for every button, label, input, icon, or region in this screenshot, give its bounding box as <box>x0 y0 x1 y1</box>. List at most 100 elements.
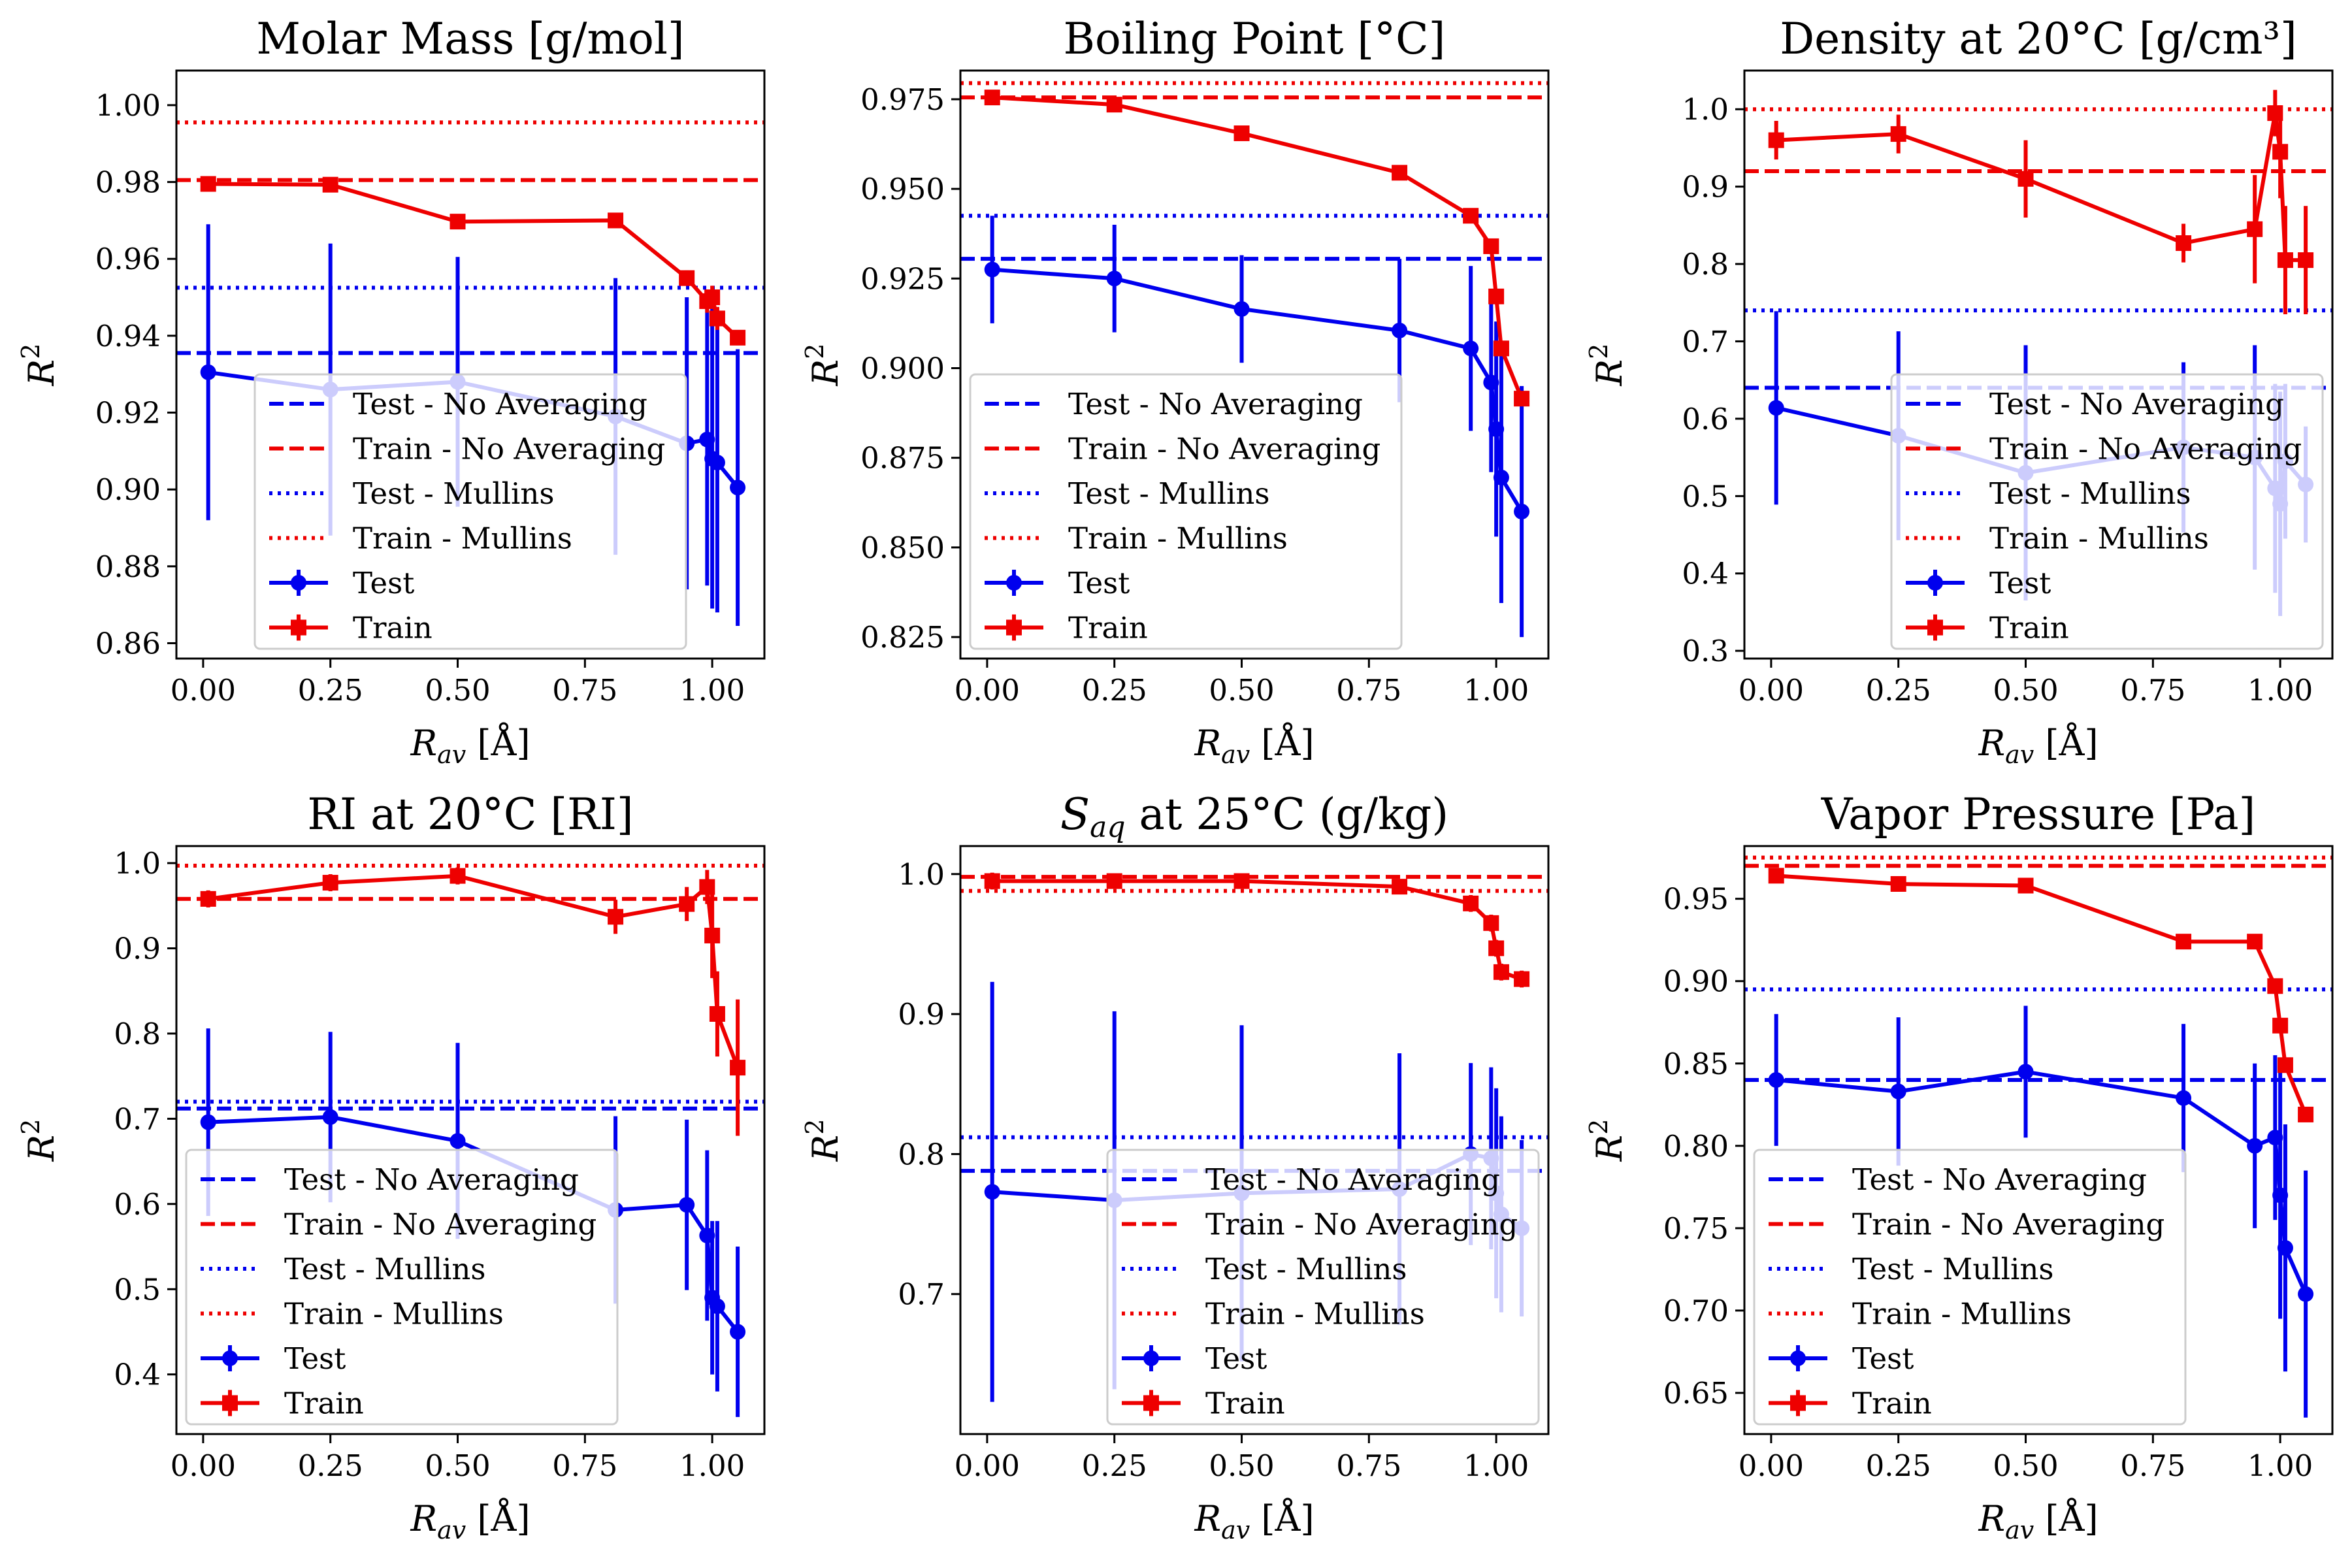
legend-label: Train - Mullins <box>1205 1297 1425 1331</box>
train-series <box>984 90 1530 407</box>
x-tick-label: 0.75 <box>2120 1448 2185 1483</box>
legend: Test - No Averaging Train - No Averaging T… <box>1890 373 2324 650</box>
subplot-4: RI at 20°C [RI] 0.00 0.25 0.50 0.75 1.00 0.4 0.… <box>16 789 766 1544</box>
legend-label: Test - No Averaging <box>353 387 647 421</box>
x-tick-label: 1.00 <box>679 1448 745 1483</box>
y-tick-label: 0.875 <box>860 441 945 476</box>
train-point <box>709 1005 725 1022</box>
test-point <box>2298 1286 2314 1302</box>
train-point <box>2017 171 2034 187</box>
x-label-subscript: av <box>1221 740 1250 769</box>
legend-label: Train - Mullins <box>284 1297 504 1331</box>
train-point <box>2277 252 2293 269</box>
train-point <box>200 890 216 907</box>
test-point <box>1890 1083 1906 1100</box>
y-tick-label: 0.975 <box>860 82 945 117</box>
train-point <box>2272 1017 2289 1034</box>
train-point <box>1768 868 1784 884</box>
train-point <box>2277 1057 2293 1073</box>
train-series <box>1768 90 2314 315</box>
y-tick-label: 0.7 <box>898 1277 945 1312</box>
x-label-unit: [Å] <box>2034 1497 2098 1539</box>
legend-box <box>253 373 687 650</box>
y-axis-label: R2 <box>800 344 846 387</box>
train-point <box>608 212 624 229</box>
train-point <box>2298 252 2314 269</box>
subplot-5: Saq at 25°C (g/kg) 0.00 0.25 0.50 0.75 1.00 0.… <box>800 789 1550 1544</box>
legend-label: Train - No Averaging <box>1989 432 2302 466</box>
y-label-symbol: R <box>21 1135 62 1162</box>
train-point <box>1233 125 1250 142</box>
y-tick-label: 1.0 <box>114 846 161 881</box>
y-axis-label: R2 <box>16 1119 62 1162</box>
legend-swatch-marker <box>1927 575 1943 591</box>
legend-swatch-marker <box>1790 1395 1806 1411</box>
train-point <box>679 896 695 912</box>
legend: Test - No Averaging Train - No Averaging T… <box>1106 1149 1540 1426</box>
train-series <box>200 867 746 1136</box>
legend-label: Test <box>1068 566 1130 600</box>
train-point <box>449 868 466 884</box>
test-point <box>1768 400 1784 416</box>
y-tick-label: 0.65 <box>1663 1376 1729 1411</box>
x-tick-label: 1.00 <box>1463 1448 1529 1483</box>
x-tick-label: 1.00 <box>2247 673 2313 708</box>
train-point <box>2267 978 2283 994</box>
legend: Test - No Averaging Train - No Averaging T… <box>185 1149 619 1426</box>
legend-label: Test - Mullins <box>353 476 554 511</box>
x-label-symbol: R <box>1194 723 1221 764</box>
train-point <box>322 176 338 193</box>
x-tick-label: 0.25 <box>1082 673 1147 708</box>
y-tick-label: 0.85 <box>1663 1047 1729 1081</box>
legend-box <box>1753 1149 2187 1426</box>
x-label-symbol: R <box>1978 1498 2005 1539</box>
x-axis-label: Rav [Å] <box>410 1497 530 1544</box>
train-point <box>2176 235 2192 252</box>
x-label-unit: [Å] <box>1250 721 1314 764</box>
test-point <box>984 261 1000 278</box>
test-point <box>1233 301 1250 317</box>
y-tick-label: 0.5 <box>114 1272 161 1307</box>
test-point <box>2247 1137 2263 1154</box>
title-symbol: S <box>1060 789 1090 840</box>
y-tick-label: 1.0 <box>898 857 945 892</box>
x-axis-label: Rav [Å] <box>1194 1497 1314 1544</box>
y-tick-label: 0.8 <box>114 1017 161 1051</box>
x-tick-label: 0.25 <box>1866 673 1931 708</box>
subplot-6: Vapor Pressure [Pa] 0.00 0.25 0.50 0.75 1.00 0… <box>1584 789 2334 1544</box>
x-label-unit: [Å] <box>466 721 530 764</box>
subplot-title: Saq at 25°C (g/kg) <box>1060 789 1448 844</box>
test-point <box>730 480 746 496</box>
legend-label: Train <box>1852 1386 1932 1421</box>
test-point <box>1463 340 1479 357</box>
legend-label: Train - Mullins <box>353 521 572 556</box>
train-point <box>1483 238 1499 254</box>
legend-label: Train - Mullins <box>1068 521 1288 556</box>
train-point <box>1488 940 1505 956</box>
test-point <box>730 1324 746 1340</box>
test-point <box>1483 374 1499 391</box>
x-label-unit: [Å] <box>1250 1497 1314 1539</box>
train-point <box>730 329 746 346</box>
x-tick-label: 0.00 <box>955 1448 1020 1483</box>
y-label-symbol: R <box>1589 359 1630 387</box>
train-point <box>984 90 1000 106</box>
legend-label: Train <box>284 1386 364 1421</box>
test-series <box>984 216 1530 638</box>
axes-frame <box>959 845 1550 1435</box>
train-line <box>992 95 1524 400</box>
legend-label: Test - No Averaging <box>1989 387 2284 421</box>
legend-label: Train <box>1205 1386 1285 1421</box>
x-tick-label: 0.75 <box>1336 1448 1401 1483</box>
test-point <box>200 364 216 380</box>
x-tick-label: 0.50 <box>1209 1448 1274 1483</box>
x-tick-label: 0.25 <box>1082 1448 1147 1483</box>
legend-label: Test - Mullins <box>1852 1252 2053 1286</box>
plot-area <box>176 864 764 1417</box>
train-point <box>704 289 721 306</box>
x-tick-label: 1.00 <box>1463 673 1529 708</box>
test-point <box>200 1114 216 1130</box>
legend-swatch-marker <box>1006 619 1022 636</box>
legend: Test - No Averaging Train - No Averaging T… <box>1753 1149 2187 1426</box>
